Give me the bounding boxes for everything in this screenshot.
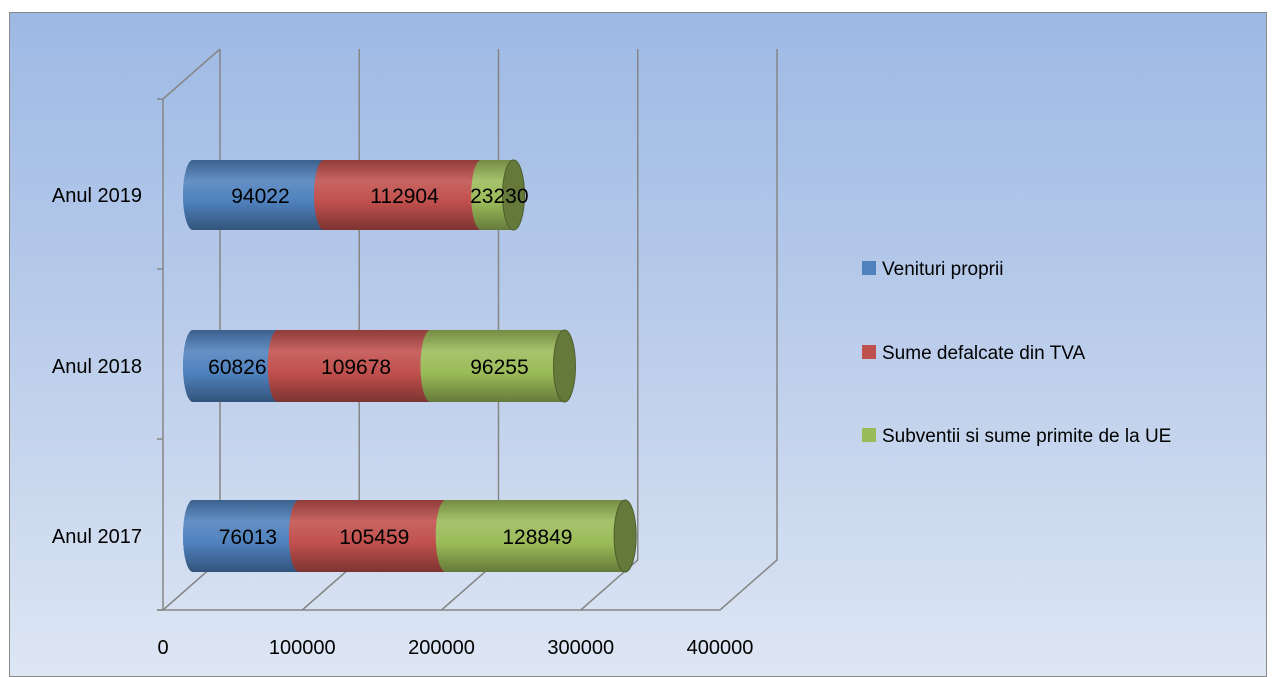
chart-area: 0 100000 200000 300000 400000 Anul 2017 Anul 2… [9,12,1267,677]
x-tick-label: 400000 [687,637,754,659]
bar-segment [313,160,492,230]
x-tick-label: 0 [157,637,168,659]
legend: Venituri proprii Sume defalcate din TVA Su… [862,259,1171,447]
category-label: Anul 2017 [52,526,142,548]
x-tick-label: 300000 [547,637,614,659]
bar-segment [183,500,309,572]
bar-segment [420,330,575,402]
legend-label: Subventii si sume primite de la UE [882,426,1171,447]
gridline [580,49,639,611]
bar-end-cap [501,159,525,231]
category-label: Anul 2019 [52,185,142,207]
data-label: 109678 [321,356,391,379]
bar-segment [435,500,636,572]
bar-start-cap [183,500,203,572]
bar-group: 60826 109678 96255 [183,329,576,403]
legend-swatch [862,261,876,275]
x-tick-label: 200000 [408,637,475,659]
data-label: 60826 [208,356,266,379]
data-label: 105459 [339,526,409,549]
bar-end-cap [552,329,576,403]
data-label: 23230 [470,185,528,208]
gridline [719,49,778,611]
bar-group: 76013 105459 128849 [183,499,637,573]
bar-segment [267,330,441,402]
bar-start-cap [183,330,203,402]
data-label: 128849 [502,526,572,549]
bar-segment [183,160,334,230]
data-label: 76013 [219,526,277,549]
bar-end-cap [613,499,637,573]
x-tick-label: 100000 [269,637,336,659]
category-label: Anul 2018 [52,356,142,378]
side-wall-edge [162,48,221,100]
legend-swatch [862,428,876,442]
data-label: 112904 [370,185,439,208]
data-label: 96255 [470,356,528,379]
data-label: 94022 [231,185,289,208]
bar-segment [183,330,288,402]
bar-group: 94022 112904 23230 [183,159,529,231]
legend-label: Sume defalcate din TVA [882,343,1085,364]
stacked-bar-chart: 0 100000 200000 300000 400000 Anul 2017 Anul 2… [52,48,1171,659]
bar-start-cap [183,160,203,230]
legend-label: Venituri proprii [882,259,1003,280]
bar-segment [288,500,456,572]
legend-swatch [862,345,876,359]
